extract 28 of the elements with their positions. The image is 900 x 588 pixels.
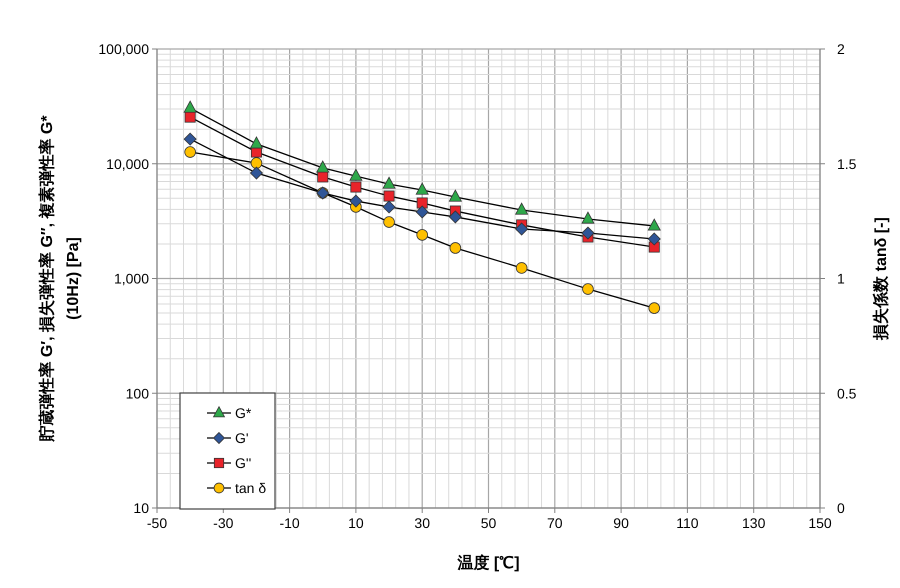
x-tick-label: -30 xyxy=(213,515,234,531)
y-axis-title: 貯蔵弾性率 G′, 損失弾性率 G″, 複素弾性率 G* (10Hz) [Pa] xyxy=(37,114,82,443)
x-tick-label: 90 xyxy=(613,515,630,531)
x-tick-label: -50 xyxy=(146,515,168,531)
y-tick-label: 100 xyxy=(126,385,150,402)
x-tick-label: 110 xyxy=(676,515,699,531)
y2-tick-label: 0.5 xyxy=(837,385,857,402)
x-tick-label: 30 xyxy=(414,515,430,531)
y2-tick-label: 0 xyxy=(837,500,845,516)
legend-label: tan δ xyxy=(235,480,266,496)
y2-tick-label: 1.5 xyxy=(837,156,857,172)
y-tick-label: 10 xyxy=(133,500,150,516)
x-axis-title: 温度 [℃] xyxy=(456,553,520,572)
legend-label: G' xyxy=(235,430,249,446)
legend-label: G* xyxy=(235,405,252,421)
x-tick-label: 70 xyxy=(547,515,563,531)
x-tick-label: 50 xyxy=(480,515,496,531)
x-tick-label: 130 xyxy=(742,515,766,531)
x-tick-label: 10 xyxy=(348,515,364,531)
x-tick-label: -10 xyxy=(279,515,300,531)
y2-tick-label: 1 xyxy=(837,270,845,286)
legend-label: G'' xyxy=(235,455,252,471)
y-tick-label: 1,000 xyxy=(114,270,150,286)
y2-tick-label: 2 xyxy=(837,41,845,57)
y-tick-label: 100,000 xyxy=(98,41,150,57)
y2-axis-title: 損失係数 tanδ [-] xyxy=(872,217,890,341)
x-tick-label: 150 xyxy=(808,515,832,531)
y-tick-label: 10,000 xyxy=(106,156,150,172)
